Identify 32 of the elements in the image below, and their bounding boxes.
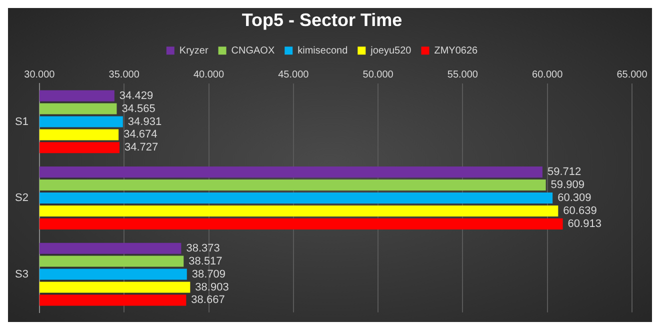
x-tick-label: 55.000	[447, 69, 478, 80]
legend-label: CNGAOX	[231, 45, 275, 56]
data-label: 34.429	[119, 90, 154, 102]
legend-label: ZMY0626	[434, 45, 478, 56]
data-label: 34.931	[128, 116, 162, 128]
legend-label: Kryzer	[179, 45, 209, 56]
y-tick-label: S1	[14, 116, 28, 128]
x-tick-label: 30.000	[24, 69, 56, 80]
data-label: 34.674	[124, 128, 158, 141]
data-label: 38.903	[195, 281, 229, 294]
data-label: 60.309	[558, 192, 592, 204]
data-label: 34.727	[124, 142, 158, 154]
chart-title: Top5 - Sector Time	[242, 10, 402, 30]
data-label: 60.639	[563, 204, 597, 217]
data-label: 38.709	[192, 268, 226, 280]
legend-label: kimisecond	[298, 45, 348, 56]
data-label: 34.565	[122, 102, 156, 115]
y-tick-label: S3	[14, 268, 28, 280]
x-tick-label: 65.000	[616, 69, 648, 80]
data-label: 38.373	[186, 242, 220, 254]
legend-label: joeyu520	[370, 45, 412, 56]
x-tick-label: 35.000	[108, 69, 140, 80]
data-label: 38.667	[191, 294, 225, 306]
data-label: 59.909	[550, 179, 584, 192]
data-label: 59.712	[547, 166, 582, 178]
x-tick-label: 45.000	[278, 69, 310, 80]
x-tick-label: 60.000	[532, 69, 564, 80]
data-label: 60.913	[568, 218, 602, 230]
data-label: 38.517	[188, 255, 222, 268]
y-tick-label: S2	[14, 192, 28, 204]
x-tick-label: 40.000	[193, 69, 224, 80]
x-tick-label: 50.000	[362, 69, 394, 80]
